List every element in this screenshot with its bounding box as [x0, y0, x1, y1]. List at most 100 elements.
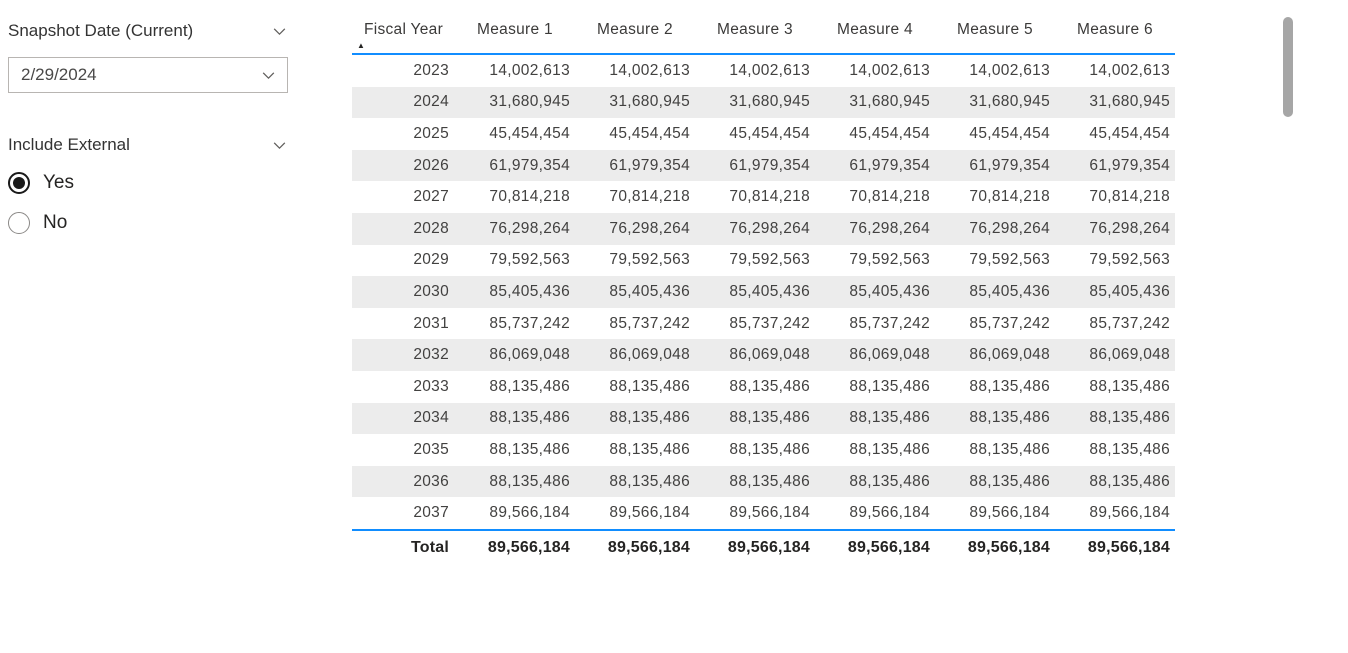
radio-unselected-icon[interactable]	[8, 212, 30, 234]
measure-value-cell: 86,069,048	[729, 346, 810, 364]
measure-value-cell: 88,135,486	[1089, 377, 1170, 395]
fiscal-year-cell: 2036	[413, 472, 449, 490]
chevron-down-icon[interactable]	[271, 137, 288, 154]
column-header-measure-5[interactable]: Measure 5	[957, 21, 1033, 38]
measure-value-cell: 89,566,184	[609, 504, 690, 522]
fiscal-year-cell: 2031	[413, 314, 449, 332]
table-row[interactable]: 2023 14,002,613 14,002,613 14,002,613 14,002…	[352, 55, 1175, 87]
snapshot-date-dropdown[interactable]: 2/29/2024	[8, 57, 288, 93]
table-row[interactable]: 2031 85,737,242 85,737,242 85,737,242 85,737…	[352, 308, 1175, 340]
measure-value-cell: 79,592,563	[729, 251, 810, 269]
column-header-measure-1[interactable]: Measure 1	[477, 21, 553, 38]
table-row[interactable]: 2035 88,135,486 88,135,486 88,135,486 88,135…	[352, 434, 1175, 466]
total-value-cell: 89,566,184	[607, 539, 690, 557]
measure-value-cell: 85,405,436	[729, 282, 810, 300]
include-external-slicer-header[interactable]: Include External	[8, 134, 288, 156]
measure-value-cell: 76,298,264	[969, 219, 1050, 237]
column-header-measure-4[interactable]: Measure 4	[837, 21, 913, 38]
sort-ascending-icon: ▲	[357, 41, 366, 50]
column-header-measure-2[interactable]: Measure 2	[597, 21, 673, 38]
radio-option-yes[interactable]: Yes	[8, 170, 288, 196]
column-header-measure-3[interactable]: Measure 3	[717, 21, 793, 38]
fiscal-year-cell: 2025	[413, 124, 449, 142]
measure-value-cell: 88,135,486	[609, 472, 690, 490]
measure-value-cell: 89,566,184	[729, 504, 810, 522]
measure-value-cell: 85,737,242	[489, 314, 570, 332]
total-value-cell: 89,566,184	[1087, 539, 1170, 557]
vertical-scrollbar-thumb[interactable]	[1283, 17, 1293, 117]
measure-value-cell: 88,135,486	[609, 440, 690, 458]
table-row[interactable]: 2034 88,135,486 88,135,486 88,135,486 88,135…	[352, 402, 1175, 435]
measure-value-cell: 85,405,436	[1089, 282, 1170, 300]
fiscal-year-cell: 2028	[413, 219, 449, 237]
measure-value-cell: 61,979,354	[969, 156, 1050, 174]
snapshot-date-slicer-header[interactable]: Snapshot Date (Current)	[8, 20, 288, 42]
table-row[interactable]: 2032 86,069,048 86,069,048 86,069,048 86,069…	[352, 339, 1175, 371]
fiscal-year-cell: 2037	[413, 504, 449, 522]
measure-value-cell: 31,680,945	[849, 93, 930, 111]
measure-value-cell: 70,814,218	[969, 188, 1050, 206]
measure-value-cell: 45,454,454	[969, 124, 1050, 142]
table-row[interactable]: 2029 79,592,563 79,592,563 79,592,563 79,592…	[352, 245, 1175, 277]
total-value-cell: 89,566,184	[967, 539, 1050, 557]
chevron-down-icon[interactable]	[271, 23, 288, 40]
measure-value-cell: 85,737,242	[609, 314, 690, 332]
table-row[interactable]: 2027 70,814,218 70,814,218 70,814,218 70,814…	[352, 181, 1175, 213]
fiscal-year-cell: 2027	[413, 188, 449, 206]
measure-value-cell: 88,135,486	[609, 409, 690, 427]
include-external-slicer: Include External Yes No	[8, 134, 288, 236]
table-row[interactable]: 2033 88,135,486 88,135,486 88,135,486 88,135…	[352, 371, 1175, 403]
radio-selected-icon[interactable]	[8, 172, 30, 194]
measure-value-cell: 61,979,354	[849, 156, 930, 174]
measure-value-cell: 85,737,242	[849, 314, 930, 332]
measure-value-cell: 88,135,486	[969, 377, 1050, 395]
measure-value-cell: 79,592,563	[1089, 251, 1170, 269]
measure-value-cell: 76,298,264	[849, 219, 930, 237]
measure-value-cell: 89,566,184	[489, 504, 570, 522]
measure-value-cell: 31,680,945	[969, 93, 1050, 111]
table-row[interactable]: 2028 76,298,264 76,298,264 76,298,264 76,298…	[352, 212, 1175, 245]
radio-option-no[interactable]: No	[8, 210, 288, 236]
filter-panel: Snapshot Date (Current) 2/29/2024 Includ…	[8, 0, 288, 236]
fiscal-year-cell: 2032	[413, 346, 449, 364]
table-row[interactable]: 2025 45,454,454 45,454,454 45,454,454 45,454…	[352, 118, 1175, 150]
measure-value-cell: 14,002,613	[849, 61, 930, 79]
measure-value-cell: 86,069,048	[489, 346, 570, 364]
measure-value-cell: 14,002,613	[489, 61, 570, 79]
table-row[interactable]: 2026 61,979,354 61,979,354 61,979,354 61,979…	[352, 149, 1175, 182]
measure-value-cell: 85,737,242	[969, 314, 1050, 332]
fiscal-year-cell: 2029	[413, 251, 449, 269]
measure-value-cell: 14,002,613	[1089, 61, 1170, 79]
measure-value-cell: 88,135,486	[969, 472, 1050, 490]
table-row[interactable]: 2037 89,566,184 89,566,184 89,566,184 89,566…	[352, 497, 1175, 529]
measure-value-cell: 86,069,048	[609, 346, 690, 364]
column-header-fiscal-year[interactable]: Fiscal Year ▲	[357, 21, 444, 50]
measure-value-cell: 70,814,218	[849, 188, 930, 206]
total-label: Total	[410, 539, 449, 557]
measure-value-cell: 79,592,563	[849, 251, 930, 269]
measure-value-cell: 85,405,436	[969, 282, 1050, 300]
measure-value-cell: 88,135,486	[729, 440, 810, 458]
measure-value-cell: 61,979,354	[489, 156, 570, 174]
measure-value-cell: 14,002,613	[969, 61, 1050, 79]
column-header-measure-6[interactable]: Measure 6	[1077, 21, 1153, 38]
table-row[interactable]: 2030 85,405,436 85,405,436 85,405,436 85,405…	[352, 276, 1175, 308]
radio-dot	[13, 217, 25, 229]
measure-value-cell: 45,454,454	[1089, 124, 1170, 142]
measure-value-cell: 88,135,486	[729, 409, 810, 427]
measure-value-cell: 14,002,613	[729, 61, 810, 79]
measure-value-cell: 61,979,354	[729, 156, 810, 174]
table-row[interactable]: 2036 88,135,486 88,135,486 88,135,486 88,135…	[352, 465, 1175, 498]
measure-value-cell: 86,069,048	[969, 346, 1050, 364]
measure-value-cell: 86,069,048	[849, 346, 930, 364]
measure-value-cell: 88,135,486	[609, 377, 690, 395]
measure-value-cell: 45,454,454	[489, 124, 570, 142]
fiscal-year-cell: 2023	[413, 61, 449, 79]
table-body: 2023 14,002,613 14,002,613 14,002,613 14,002…	[352, 55, 1175, 529]
fiscal-year-cell: 2035	[413, 440, 449, 458]
measure-value-cell: 85,737,242	[729, 314, 810, 332]
measure-value-cell: 85,737,242	[1089, 314, 1170, 332]
total-value-cell: 89,566,184	[847, 539, 930, 557]
measure-value-cell: 76,298,264	[1089, 219, 1170, 237]
table-row[interactable]: 2024 31,680,945 31,680,945 31,680,945 31,680…	[352, 86, 1175, 119]
